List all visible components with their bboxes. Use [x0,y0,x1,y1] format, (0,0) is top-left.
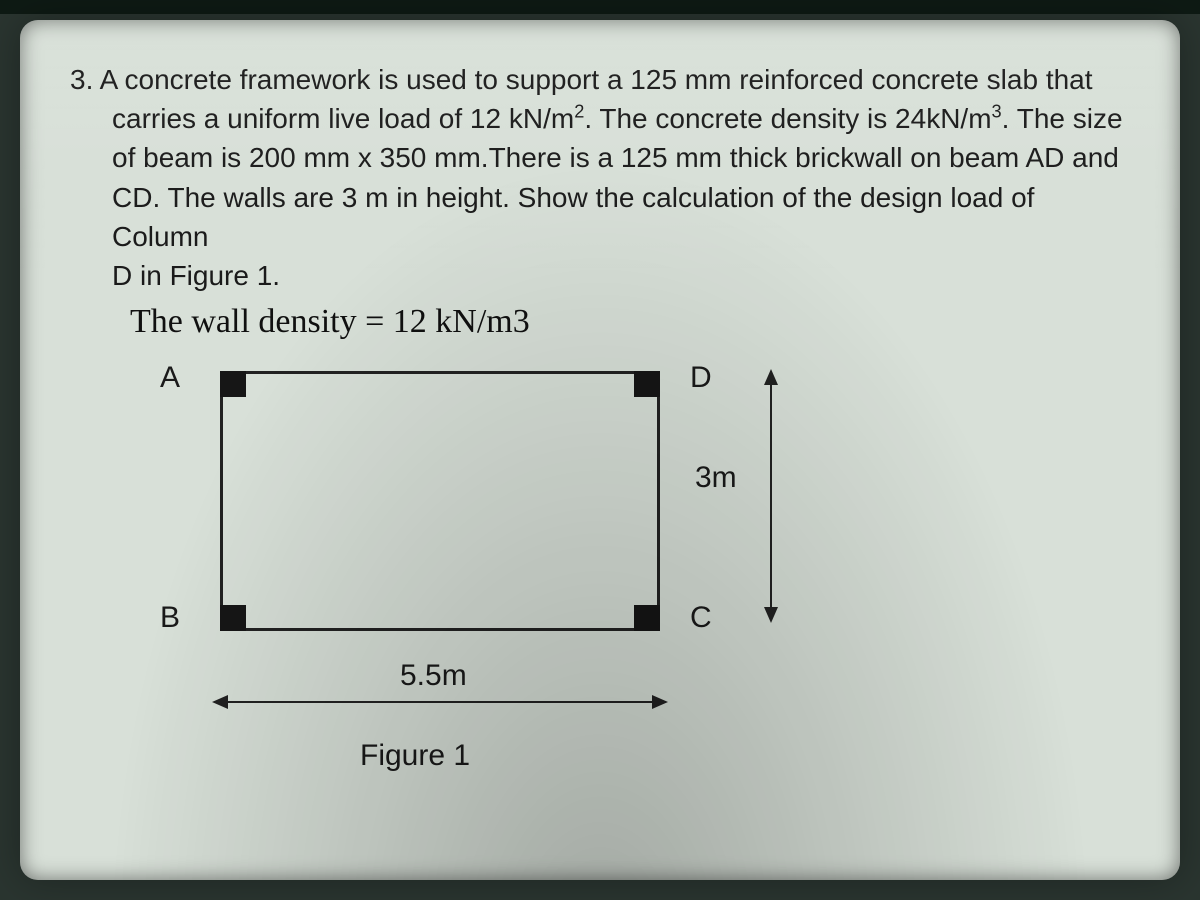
figure-caption: Figure 1 [360,739,470,773]
arrow-down-icon [764,607,778,623]
line5: D in Figure 1. [70,256,1130,295]
label-b: B [160,601,180,635]
arrow-right-icon [652,695,668,709]
arrow-up-icon [764,369,778,385]
toolbar-shadow [0,0,1200,14]
line1: A concrete framework is used to support … [100,64,1093,95]
arrow-left-icon [212,695,228,709]
document-page: 3. A concrete framework is used to suppo… [20,20,1180,880]
line4: CD. The walls are 3 m in height. Show th… [70,178,1130,256]
line2a: carries a uniform live load of 12 kN/m [112,103,574,134]
column-a-marker [220,371,246,397]
beam-frame-rect [220,371,660,631]
question-number: 3. [70,64,93,95]
sup3: 3 [992,102,1002,122]
label-c: C [690,601,712,635]
column-c-marker [634,605,660,631]
label-a: A [160,361,180,395]
column-d-marker [634,371,660,397]
figure-1: A D B C 3m 5.5m Figure 1 [120,351,880,811]
dim-3m-label: 3m [695,461,737,495]
question-text: 3. A concrete framework is used to suppo… [70,60,1130,295]
dim-5-5m-label: 5.5m [400,659,467,693]
line2c: . The size [1002,103,1123,134]
dim-line-horizontal [226,701,654,703]
line3: of beam is 200 mm x 350 mm.There is a 12… [70,138,1130,177]
dim-line-vertical [770,383,772,609]
label-d: D [690,361,712,395]
sup2: 2 [574,102,584,122]
column-b-marker [220,605,246,631]
line2b: . The concrete density is 24kN/m [584,103,991,134]
handwritten-note: The wall density = 12 kN/m3 [70,303,1130,341]
